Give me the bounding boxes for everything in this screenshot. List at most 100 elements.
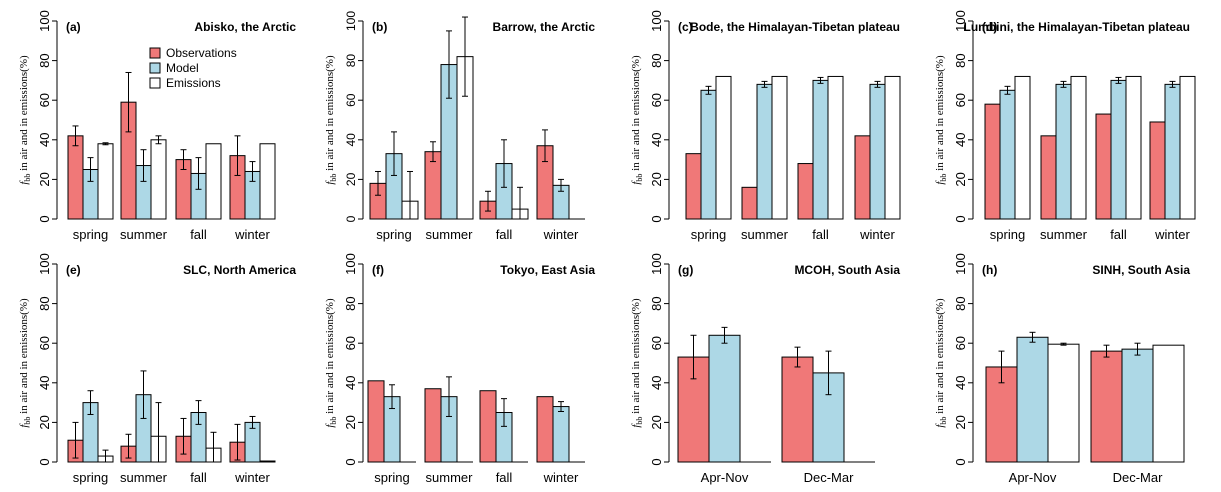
bar-observations (741, 186, 758, 220)
bar-emissions (715, 75, 732, 220)
y-tick-label: 0 (953, 215, 968, 222)
bar-observations (1040, 135, 1057, 220)
y-tick-label: 60 (953, 336, 968, 350)
bar-model (1055, 83, 1072, 220)
y-tick-label: 0 (343, 458, 358, 465)
bar-model (999, 89, 1016, 220)
bar-model (552, 406, 570, 463)
bar-emissions (884, 75, 901, 220)
x-tick-label: spring (73, 470, 108, 485)
y-tick-label: 60 (343, 336, 358, 350)
y-tick-label: 20 (344, 172, 358, 186)
panel-title: SINH, South Asia (1092, 263, 1190, 277)
bar-model (708, 334, 741, 463)
bar-emissions (1070, 75, 1087, 220)
y-tick-label: 40 (649, 376, 664, 390)
y-axis-label: fbb in air and in emissions(%) (324, 55, 338, 185)
bar-emissions (1179, 75, 1196, 220)
bar-observations (984, 103, 1001, 220)
y-tick-label: 0 (953, 458, 968, 465)
bar-emissions (205, 143, 222, 220)
bar-observations (536, 396, 554, 463)
x-tick-label: winter (859, 227, 895, 242)
x-tick-label: winter (543, 470, 579, 485)
y-tick-label: 0 (37, 215, 52, 222)
y-tick-label: 40 (37, 376, 52, 390)
y-tick-label: 0 (649, 215, 664, 222)
panel-e: 0 20 40 60 80 100 fbb in air and in emissions(… (18, 253, 296, 485)
y-tick-label: 100 (649, 10, 664, 32)
bar-emissions (150, 139, 167, 220)
x-tick-label: fall (190, 227, 207, 242)
x-tick-label: winter (234, 227, 270, 242)
y-tick-label: 20 (649, 172, 664, 186)
y-tick-label: 20 (37, 172, 52, 186)
panel-title: Lumbini, the Himalayan-Tibetan plateau (964, 20, 1190, 34)
y-tick-label: 20 (953, 172, 968, 186)
y-tick-label: 40 (343, 376, 358, 390)
x-tick-label: winter (234, 470, 270, 485)
y-tick-label: 20 (649, 415, 664, 429)
bar-emissions (97, 143, 114, 220)
x-tick-label: fall (190, 470, 207, 485)
bar-observations (1149, 121, 1166, 220)
panel-title: Tokyo, East Asia (500, 263, 595, 277)
y-tick-label: 100 (649, 253, 664, 275)
panel-label: (f) (372, 263, 384, 277)
y-tick-label: 0 (344, 215, 358, 222)
y-tick-label: 60 (649, 93, 664, 107)
bar-model (812, 79, 829, 220)
panel-h: 0 20 40 60 80 100 fbb in air and in emissions(… (934, 253, 1190, 485)
x-tick-label: fall (496, 227, 513, 242)
bar-observations (424, 388, 442, 463)
y-tick-label: 80 (344, 54, 358, 68)
y-tick-label: 60 (344, 93, 358, 107)
y-tick-label: 100 (344, 11, 358, 31)
panel-label: (d) (982, 20, 997, 34)
panel-a: 0 20 40 60 80 100 fbb in air and in emissions(… (18, 10, 296, 242)
bar-model (869, 83, 886, 220)
legend-swatch (149, 77, 161, 89)
panel-g: 0 20 40 60 80 100 fbb in air and in emissions(… (630, 253, 900, 485)
panel-label: (b) (372, 20, 387, 34)
bar-observations (797, 163, 814, 220)
legend-swatch (149, 47, 161, 59)
y-tick-label: 60 (37, 93, 52, 107)
y-tick-label: 40 (953, 376, 968, 390)
y-tick-label: 80 (649, 296, 664, 310)
bar-model (1110, 79, 1127, 220)
panel-d: 0 20 40 60 80 100 fbb in air and in emissions(… (934, 10, 1196, 242)
panel-title: Bode, the Himalayan-Tibetan plateau (690, 20, 900, 34)
panel-c: 0 20 40 60 80 100 fbb in air and in emissions(… (630, 10, 901, 242)
y-tick-label: 40 (37, 133, 52, 147)
bar-model (700, 89, 717, 220)
bar-model (1121, 348, 1154, 463)
y-tick-label: 80 (343, 296, 358, 310)
legend-label: Observations (166, 46, 237, 60)
x-tick-label: summer (426, 227, 474, 242)
bar-observations (1095, 113, 1112, 220)
panel-label: (e) (66, 263, 81, 277)
x-tick-label: Apr-Nov (701, 470, 749, 485)
y-axis-label: fbb in air and in emissions(%) (630, 55, 644, 185)
bar-emissions (1125, 75, 1142, 220)
y-tick-label: 80 (37, 53, 52, 67)
bar-emissions (259, 460, 276, 463)
legend-label: Emissions (166, 76, 221, 90)
bar-model (1016, 336, 1049, 463)
x-tick-label: spring (374, 470, 409, 485)
y-tick-label: 100 (37, 253, 52, 275)
bar-observations (1090, 350, 1123, 463)
panel-f: 0 20 40 60 80 100 fbb in air and in emissions(… (324, 253, 595, 485)
x-tick-label: spring (691, 227, 726, 242)
bar-observations (854, 135, 871, 220)
bar-emissions (1047, 343, 1080, 463)
y-tick-label: 80 (37, 296, 52, 310)
bar-emissions (771, 75, 788, 220)
x-tick-label: summer (1040, 227, 1088, 242)
y-tick-label: 0 (37, 458, 52, 465)
bar-model (756, 83, 773, 220)
y-axis-label: fbb in air and in emissions(%) (324, 298, 338, 428)
x-tick-label: summer (120, 227, 168, 242)
